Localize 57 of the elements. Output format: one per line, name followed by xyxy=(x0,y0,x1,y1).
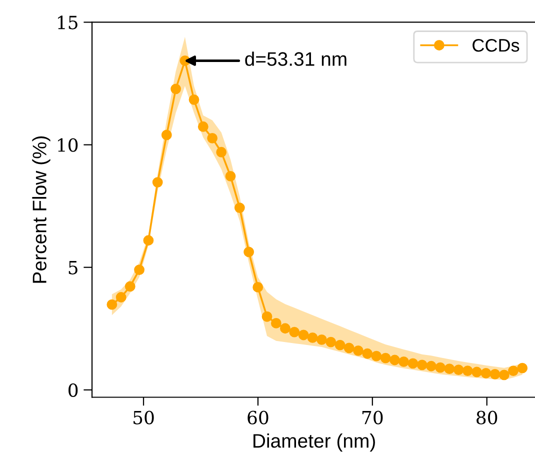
point xyxy=(334,340,346,350)
point xyxy=(408,358,418,369)
point xyxy=(490,369,500,380)
point xyxy=(326,336,336,348)
point xyxy=(307,332,318,343)
point xyxy=(353,345,364,356)
x-tick-label: 70 xyxy=(362,410,383,424)
point xyxy=(390,354,400,366)
point xyxy=(472,366,482,378)
y-tick-label: 15 xyxy=(58,16,78,30)
point xyxy=(143,235,154,246)
point xyxy=(244,246,254,258)
legend-label: CCDs xyxy=(472,38,520,52)
x-axis-title: Diameter (nm) xyxy=(254,433,375,452)
point xyxy=(170,84,182,94)
point xyxy=(270,318,282,328)
point xyxy=(225,170,236,182)
point xyxy=(298,330,309,340)
point xyxy=(380,352,391,364)
point xyxy=(116,292,126,302)
point xyxy=(453,364,464,376)
point xyxy=(252,282,264,292)
point xyxy=(207,132,218,144)
point xyxy=(134,264,144,275)
point xyxy=(280,323,290,334)
point xyxy=(316,334,327,345)
point xyxy=(289,326,300,338)
point xyxy=(188,94,200,105)
point xyxy=(462,366,473,376)
point xyxy=(480,368,492,378)
point xyxy=(398,356,409,367)
point xyxy=(198,121,208,132)
point xyxy=(371,350,382,362)
point xyxy=(262,311,272,322)
point xyxy=(161,130,172,140)
point xyxy=(498,370,510,380)
y-axis-title: Percent Flow (%) xyxy=(32,136,50,283)
point xyxy=(106,299,118,310)
y-tick-label: 0 xyxy=(68,383,78,398)
y-tick-label: 5 xyxy=(68,261,78,274)
point xyxy=(444,364,455,374)
point xyxy=(362,348,373,359)
point xyxy=(344,342,354,354)
point xyxy=(435,362,446,373)
point xyxy=(416,360,428,370)
y-tick-label: 10 xyxy=(58,138,78,152)
x-tick-label: 60 xyxy=(248,410,268,424)
point xyxy=(426,360,436,372)
point xyxy=(234,202,245,213)
point xyxy=(517,362,528,374)
point xyxy=(152,177,163,188)
point xyxy=(216,146,227,158)
x-tick-label: 50 xyxy=(134,410,154,424)
x-tick-label: 80 xyxy=(476,410,498,424)
point xyxy=(124,281,136,292)
point xyxy=(508,366,519,376)
annotation: d=53.31 nm xyxy=(245,52,346,66)
